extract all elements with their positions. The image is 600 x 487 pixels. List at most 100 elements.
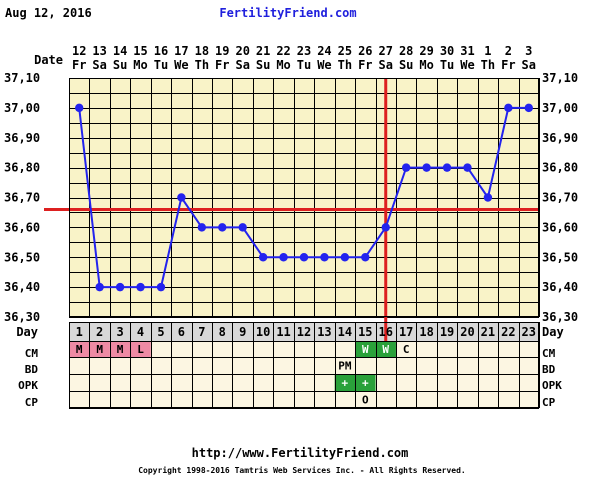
cm-label: L [137,343,144,356]
cm-label: W [362,343,369,356]
cm-cell-fill [130,341,151,357]
cm-label: M [76,343,83,356]
date-label: 14 [113,44,127,58]
cycle-day-label: 9 [239,325,246,339]
opk-cell-fill [355,374,376,391]
temperature-point [95,282,104,292]
cycle-day-label: 20 [460,325,474,339]
cycle-day-label: 22 [501,325,515,339]
date-label: 29 [419,44,433,58]
weekday-label: Su [256,58,270,72]
weekday-label: Sa [92,58,106,72]
cycle-day-label: 21 [481,325,495,339]
date-label: 25 [338,44,352,58]
temperature-point [361,253,370,262]
date-label: 26 [358,44,372,58]
plot-border [69,78,539,317]
cp-row-label: CP [25,396,39,409]
cycle-day-label: 14 [338,325,352,339]
y-tick-label-right: 36,70 [542,191,578,205]
cycle-day-label: 18 [419,325,433,339]
weekday-label: Sa [522,58,536,72]
weekday-label: Fr [215,58,229,72]
cycle-day-label: 10 [256,325,270,339]
plot-area [69,78,539,317]
opk-label: + [342,377,349,390]
date-label: 23 [297,44,311,58]
temperature-point [218,223,227,232]
y-tick-label-right: 36,60 [542,220,578,234]
weekday-label: Tu [154,58,168,72]
temperature-point [442,163,452,172]
cycle-day-label: 15 [358,325,372,339]
weekday-label: Mo [133,58,147,72]
footer-copyright: Copyright 1998-2016 Tamtris Web Services… [138,465,466,475]
cm-row-label-right: CM [542,347,556,360]
y-tick-label-left: 36,40 [4,280,40,294]
temperature-point [381,223,390,232]
cycle-day-label: 23 [522,325,536,339]
cycle-day-label: 8 [219,325,226,339]
date-label: 12 [72,44,86,58]
cm-cell-fill [69,341,90,357]
temperature-point [136,282,145,292]
y-tick-label-left: 36,80 [4,161,40,175]
opk-cell-fill [334,374,356,391]
date-label: 17 [174,44,188,58]
y-tick-label-left: 36,30 [4,310,40,324]
temperature-point [299,253,309,262]
date-label: 15 [133,44,147,58]
date-label: 22 [276,44,290,58]
temperature-point [340,253,350,262]
opk-row-label-right: OPK [542,379,562,392]
weekday-label: We [460,58,474,72]
weekday-label: Th [338,58,352,72]
y-tick-label-right: 36,90 [542,131,578,145]
cycle-day-label: 17 [399,325,413,339]
temperature-point [197,223,207,232]
day-row-label-right: Day [542,325,564,339]
weekday-label: Th [195,58,209,72]
cycle-day-label: 3 [116,325,123,339]
weekday-label: Mo [276,58,290,72]
cycle-day-label: 6 [178,325,185,339]
cm-cell-fill [375,341,396,357]
cycle-day-label: 12 [297,325,311,339]
footer-url: http://www.FertilityFriend.com [192,446,409,460]
weekday-label: Fr [358,58,372,72]
temperature-point [115,282,125,292]
date-label: 13 [92,44,106,58]
cycle-day-label: 2 [96,325,103,339]
date-label: 20 [235,44,249,58]
temperature-point [279,253,288,262]
date-label: 27 [379,44,393,58]
weekday-label: Su [113,58,127,72]
cycle-day-label: 4 [137,325,144,339]
cm-cell-fill [89,341,110,357]
y-tick-label-left: 37,10 [4,71,40,85]
y-tick-label-left: 36,70 [4,191,40,205]
cycle-day-label: 19 [440,325,454,339]
cycle-day-label: 7 [198,325,205,339]
cm-label: M [96,343,103,356]
temperature-point [483,193,493,202]
date-row-label: Date [34,53,63,67]
temperature-point [401,163,411,172]
cp-row-label-right: CP [542,396,556,409]
weekday-label: Su [399,58,413,72]
date-label: 16 [154,44,168,58]
cm-cell-fill [109,341,131,357]
cycle-day-label: 1 [76,325,83,339]
y-tick-label-left: 37,00 [4,101,40,115]
cm-label: M [117,343,124,356]
site-name: FertilityFriend.com [219,6,356,20]
temperature-point [156,282,166,292]
y-tick-label-right: 36,80 [542,161,578,175]
y-tick-label-left: 36,60 [4,220,40,234]
cm-cell-fill [355,341,376,357]
y-tick-label-right: 36,50 [542,250,578,264]
cycle-day-label: 5 [157,325,164,339]
temperature-point [258,253,268,262]
cycle-day-label: 11 [276,325,290,339]
